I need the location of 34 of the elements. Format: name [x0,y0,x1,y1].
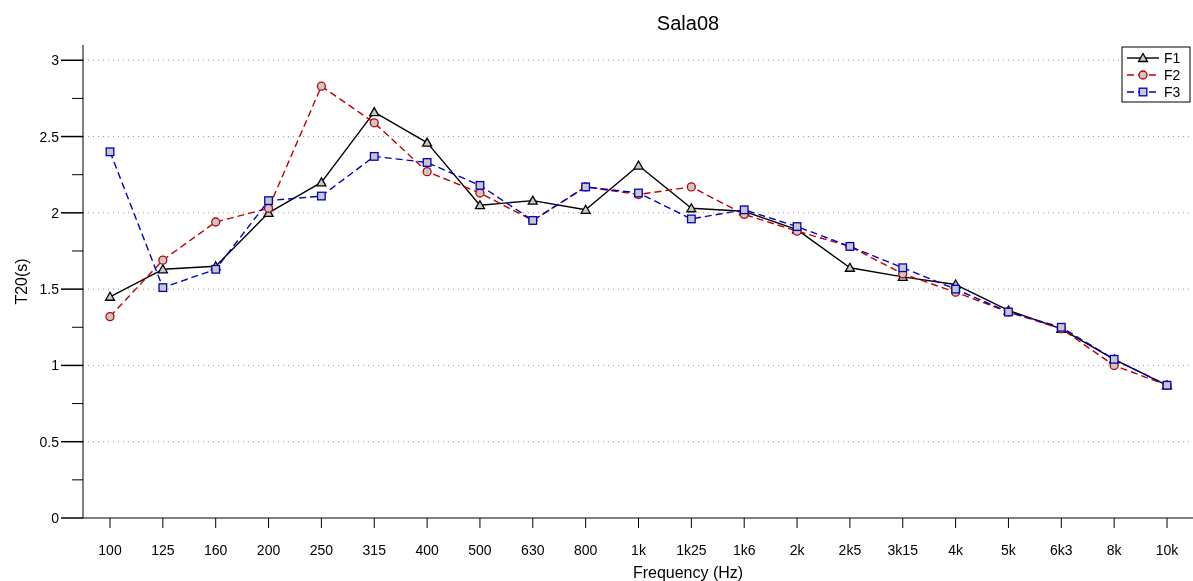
x-tick-label: 4k [948,542,964,558]
x-tick-label: 315 [362,542,387,558]
x-axis-title: Frequency (Hz) [632,564,744,581]
y-tick-label: 0.5 [39,433,60,450]
x-tick-label: 630 [521,542,545,558]
x-tick-label: 5k [1001,542,1017,558]
x-tick-label: 2k [789,542,806,558]
x-tick-label: 10k [1155,542,1180,558]
y-tick-label: 3 [51,52,60,69]
x-tick-label: 3k15 [887,542,919,558]
y-axis-title: T20(s) [13,258,30,305]
y-tick-label: 2 [51,204,60,221]
y-tick-label: 0 [51,510,60,526]
x-tick-label: 8k [1106,542,1123,558]
x-tick-label: 500 [468,542,492,558]
x-tick-label: 1k6 [732,542,756,558]
x-tick-label: 800 [573,542,598,558]
x-tick-label: 6k3 [1050,542,1073,558]
legend-label: F2 [1164,67,1181,83]
x-tick-label: 2k5 [838,542,862,558]
x-tick-label: 1k25 [676,542,707,558]
y-tick-label: 1.5 [39,281,60,298]
y-tick-label: 2.5 [39,128,60,145]
legend-label: F1 [1164,50,1181,66]
x-tick-label: 160 [204,542,228,558]
x-tick-label: 400 [415,542,439,558]
legend-label: F3 [1164,84,1181,100]
y-tick-label: 1 [51,357,60,374]
x-tick-label: 1k [631,542,647,558]
x-tick-label: 125 [151,542,175,558]
x-tick-label: 250 [309,542,334,558]
x-tick-label: 100 [98,542,122,558]
x-tick-label: 200 [256,542,281,558]
chart-title: Sala08 [656,12,720,34]
